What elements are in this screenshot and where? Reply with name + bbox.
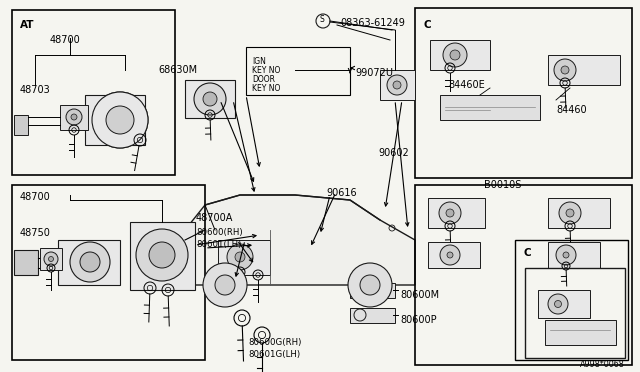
Text: 90616: 90616 [326, 188, 356, 198]
Bar [380, 70, 415, 100]
Text: 80600M: 80600M [400, 290, 439, 300]
Bar [14, 250, 38, 275]
Circle shape [49, 257, 54, 262]
Bar [525, 268, 625, 358]
Text: DOOR: DOOR [252, 75, 275, 84]
Circle shape [566, 209, 574, 217]
Text: 84460E: 84460E [448, 80, 484, 90]
Circle shape [559, 202, 581, 224]
Circle shape [92, 92, 148, 148]
Text: 99072U: 99072U [355, 68, 393, 78]
Bar [515, 240, 628, 360]
Text: IGN: IGN [252, 57, 266, 66]
Bar [85, 95, 145, 145]
Circle shape [203, 92, 217, 106]
Circle shape [450, 50, 460, 60]
Bar [246, 47, 350, 95]
Text: C: C [424, 20, 431, 30]
Circle shape [106, 106, 134, 134]
Bar [60, 105, 88, 130]
Text: 48700A: 48700A [196, 213, 234, 223]
Bar [350, 308, 395, 323]
Bar [130, 222, 195, 290]
Bar [538, 290, 590, 318]
Circle shape [44, 252, 58, 266]
Bar [545, 320, 616, 345]
Text: 80600(RH): 80600(RH) [196, 228, 243, 237]
Circle shape [215, 275, 235, 295]
Text: 08363-61249: 08363-61249 [340, 18, 405, 28]
Bar [40, 248, 62, 270]
Circle shape [393, 81, 401, 89]
Circle shape [136, 229, 188, 281]
Circle shape [235, 252, 245, 262]
Circle shape [446, 209, 454, 217]
Bar [415, 8, 632, 178]
Circle shape [71, 114, 77, 120]
Circle shape [194, 83, 226, 115]
Text: 68630M: 68630M [158, 65, 197, 75]
Circle shape [443, 43, 467, 67]
Text: 48700: 48700 [50, 35, 81, 45]
Bar [440, 95, 540, 120]
Text: C: C [523, 248, 531, 258]
Circle shape [548, 294, 568, 314]
Bar [185, 80, 235, 118]
Circle shape [554, 59, 576, 81]
Bar [548, 198, 610, 228]
Text: B0010S: B0010S [484, 180, 522, 190]
Circle shape [149, 242, 175, 268]
Circle shape [66, 109, 82, 125]
Text: 80600P: 80600P [400, 315, 436, 325]
Text: 84460: 84460 [556, 105, 587, 115]
Circle shape [92, 92, 148, 148]
Bar [428, 242, 480, 268]
Circle shape [348, 263, 392, 307]
Text: KEY NO: KEY NO [252, 84, 280, 93]
Circle shape [360, 275, 380, 295]
Polygon shape [185, 195, 415, 285]
Bar [14, 115, 28, 135]
Bar [350, 283, 395, 298]
Circle shape [439, 202, 461, 224]
Text: 48750: 48750 [20, 228, 51, 238]
Bar [548, 242, 600, 268]
Circle shape [80, 252, 100, 272]
Circle shape [447, 252, 453, 258]
Bar [415, 185, 632, 365]
Circle shape [561, 66, 569, 74]
Text: 80601(LH): 80601(LH) [196, 240, 241, 249]
Text: 80601G(LH): 80601G(LH) [248, 350, 300, 359]
Circle shape [227, 244, 253, 270]
Text: S: S [320, 15, 324, 24]
Text: KEY NO: KEY NO [252, 66, 280, 75]
Text: A998*0068: A998*0068 [580, 360, 625, 369]
Circle shape [203, 263, 247, 307]
Bar [218, 240, 270, 275]
Circle shape [387, 75, 407, 95]
Bar [428, 198, 485, 228]
Circle shape [70, 242, 110, 282]
Bar [12, 10, 175, 175]
Text: 48700: 48700 [20, 192, 51, 202]
Circle shape [554, 301, 561, 308]
Circle shape [440, 245, 460, 265]
Bar [548, 55, 620, 85]
Text: 48703: 48703 [20, 85, 51, 95]
Bar [430, 40, 490, 70]
Text: 90602: 90602 [378, 148, 409, 158]
Text: 80600G(RH): 80600G(RH) [248, 338, 301, 347]
Bar [12, 185, 205, 360]
Bar [58, 240, 120, 285]
Circle shape [563, 252, 569, 258]
Text: AT: AT [20, 20, 35, 30]
Circle shape [556, 245, 576, 265]
Circle shape [106, 106, 134, 134]
